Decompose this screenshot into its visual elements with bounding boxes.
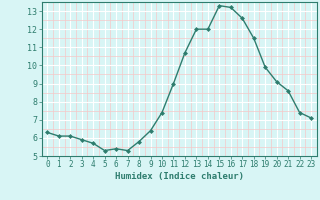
X-axis label: Humidex (Indice chaleur): Humidex (Indice chaleur) [115, 172, 244, 181]
